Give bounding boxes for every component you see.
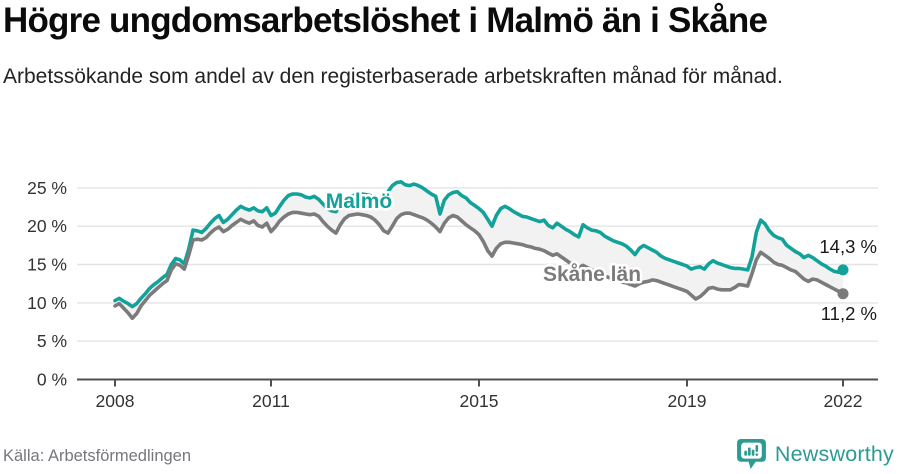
skane-end-dot	[837, 288, 849, 300]
malmo-end-dot	[837, 264, 849, 276]
y-tick-label: 5 %	[37, 331, 67, 351]
chart-subtitle: Arbetssökande som andel av den registerb…	[3, 65, 783, 88]
skane-end-value: 11,2 %	[821, 303, 877, 324]
y-tick-label: 20 %	[27, 216, 67, 236]
skane-series-label: Skåne län	[543, 263, 641, 286]
x-tick-label: 2015	[460, 391, 499, 411]
x-tick-label: 2011	[252, 391, 290, 411]
gap-band	[115, 181, 843, 319]
newsworthy-bubble-barchart-icon	[736, 439, 766, 469]
x-tick-label: 2019	[668, 391, 707, 411]
newsworthy-logo: Newsworthy	[735, 437, 894, 471]
x-tick-label: 2008	[96, 391, 135, 411]
malmo-series-label: Malmö	[326, 190, 393, 213]
newsworthy-wordmark: Newsworthy	[774, 441, 894, 466]
y-tick-label: 15 %	[27, 255, 67, 275]
skane-line	[113, 210, 845, 321]
y-tick-label: 25 %	[27, 178, 67, 198]
x-tick-label: 2022	[824, 391, 863, 411]
y-tick-label: 10 %	[27, 293, 67, 313]
malmo-end-value: 14,3 %	[819, 236, 877, 257]
y-tick-label: 0 %	[37, 370, 67, 390]
chart-title: Högre ungdomsarbetslöshet i Malmö än i S…	[3, 1, 768, 40]
malmo-line	[113, 180, 845, 309]
source-note: Källa: Arbetsförmedlingen	[3, 447, 192, 465]
